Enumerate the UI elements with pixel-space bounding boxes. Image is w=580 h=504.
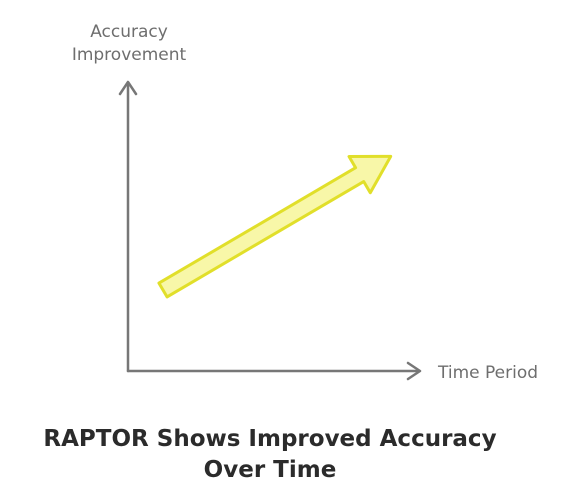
y-axis-arrowhead <box>118 80 138 96</box>
trend-arrow <box>157 154 393 299</box>
trend-arrow-shape <box>157 154 393 299</box>
y-axis-label: Accuracy <box>90 22 168 42</box>
title: RAPTOR Shows Improved Accuracy <box>43 426 496 452</box>
title: Over Time <box>204 457 337 483</box>
x-axis-arrowhead <box>406 361 422 381</box>
y-axis-label: Improvement <box>72 45 187 65</box>
x-axis-label: Time Period <box>437 363 538 383</box>
